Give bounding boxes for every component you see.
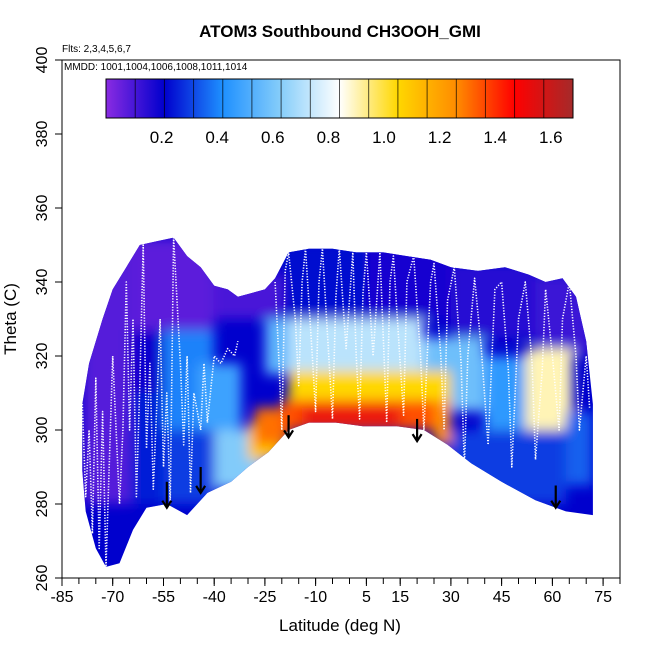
x-tick-label: -25	[253, 589, 276, 606]
colorbar-tick-labels: 0.2 0.4 0.6 0.8 1.0 1.2 1.4 1.6	[150, 128, 563, 147]
y-axis: 260 280 300 320 340 360 380 400	[34, 47, 62, 592]
flight-tracks	[81, 236, 591, 568]
heatmap-cell	[302, 407, 401, 427]
arrow-head	[195, 485, 207, 495]
heatmap-cell	[163, 430, 215, 504]
x-tick-label: 45	[493, 589, 511, 606]
heatmap-layer	[81, 236, 593, 568]
heatmap-cell	[434, 400, 451, 445]
colorbar-tick-label: 1.4	[483, 128, 507, 147]
heatmap-cell	[450, 263, 536, 338]
flight-track	[81, 236, 239, 568]
x-tick-label: 75	[594, 589, 612, 606]
dates-note: MMDD: 1001,1004,1006,1008,1011,1014	[64, 62, 248, 73]
flights-note: Flts: 2,3,4,5,6,7	[62, 44, 131, 55]
x-tick-label: 5	[362, 589, 371, 606]
y-tick-label: 320	[34, 343, 51, 370]
heatmap-cell	[214, 274, 282, 319]
heatmap-cell	[450, 430, 566, 504]
x-tick-label: -10	[304, 589, 327, 606]
heatmap-cell	[129, 330, 164, 393]
y-tick-label: 260	[34, 565, 51, 592]
y-tick-label: 280	[34, 491, 51, 518]
x-axis-label: Latitude (deg N)	[279, 616, 401, 635]
y-axis-label: Theta (C)	[1, 283, 20, 355]
colorbar-tick-label: 1.6	[539, 128, 563, 147]
chart-title: ATOM3 Southbound CH3OOH_GMI	[199, 22, 481, 41]
colorbar-tick-label: 0.2	[150, 128, 174, 147]
y-tick-label: 300	[34, 417, 51, 444]
arrow-head	[283, 429, 295, 440]
colorbar-tick-label: 0.4	[205, 128, 229, 147]
arrow-head	[550, 500, 562, 510]
y-tick-label: 400	[34, 47, 51, 74]
x-tick-label: -85	[50, 589, 73, 606]
colorbar-tick-label: 1.0	[372, 128, 396, 147]
colorbar-tick-label: 0.8	[317, 128, 341, 147]
heatmap-cell	[197, 363, 242, 430]
arrows	[161, 415, 562, 510]
arrow-head	[161, 500, 173, 510]
x-tick-label: -55	[152, 589, 175, 606]
x-tick-label: 30	[442, 589, 460, 606]
plot-frame	[61, 59, 621, 579]
x-tick-label: 15	[391, 589, 409, 606]
heatmap-cell	[525, 348, 573, 430]
y-tick-label: 360	[34, 195, 51, 222]
y-tick-label: 340	[34, 269, 51, 296]
colorbar: 0.2 0.4 0.6 0.8 1.0 1.2 1.4 1.6	[105, 78, 574, 147]
flight-track	[274, 247, 591, 468]
colorbar-tick-label: 0.6	[261, 128, 285, 147]
y-tick-label: 380	[34, 121, 51, 148]
colorbar-tick-label: 1.2	[428, 128, 452, 147]
x-tick-label: 60	[544, 589, 562, 606]
arrow-head	[411, 433, 423, 444]
x-axis: -85 -70 -55 -40 -25 -10 5 15 30 45 60 75	[50, 578, 621, 606]
x-tick-label: -70	[101, 589, 124, 606]
colorbar-dividers	[134, 79, 545, 118]
x-tick-label: -40	[203, 589, 226, 606]
heatmap-cell	[264, 319, 289, 375]
